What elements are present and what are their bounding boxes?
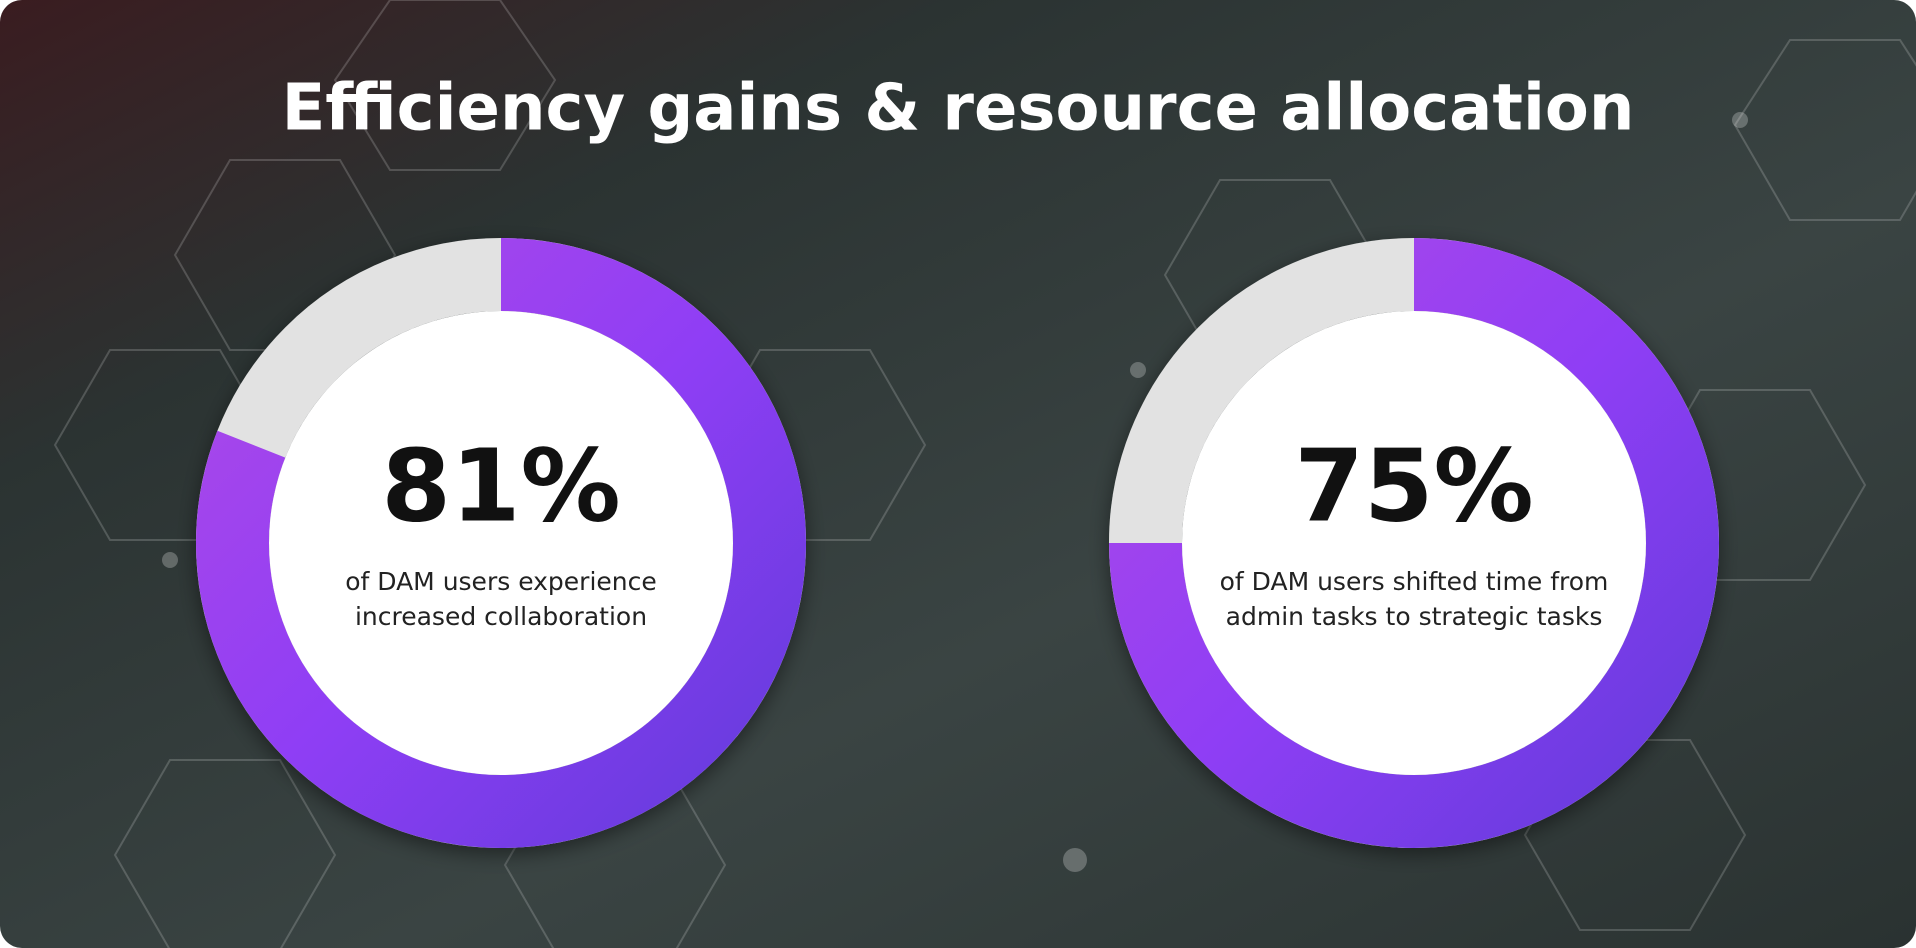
value-label: 75% [1294, 427, 1533, 544]
donut-chart: 75% of DAM users shifted time from admin t… [1109, 238, 1719, 848]
caption-line: of DAM users shifted time from [1220, 567, 1609, 596]
caption-line: increased collaboration [355, 602, 647, 631]
value-label: 81% [381, 427, 620, 544]
title: Efficiency gains & resource allocation [282, 72, 1635, 146]
donut-center [1182, 311, 1646, 775]
caption-line: of DAM users experience [345, 567, 657, 596]
caption-line: admin tasks to strategic tasks [1226, 602, 1603, 631]
donut-chart: 81% of DAM users experience increased coll… [195, 238, 807, 849]
donut-center [269, 311, 733, 775]
